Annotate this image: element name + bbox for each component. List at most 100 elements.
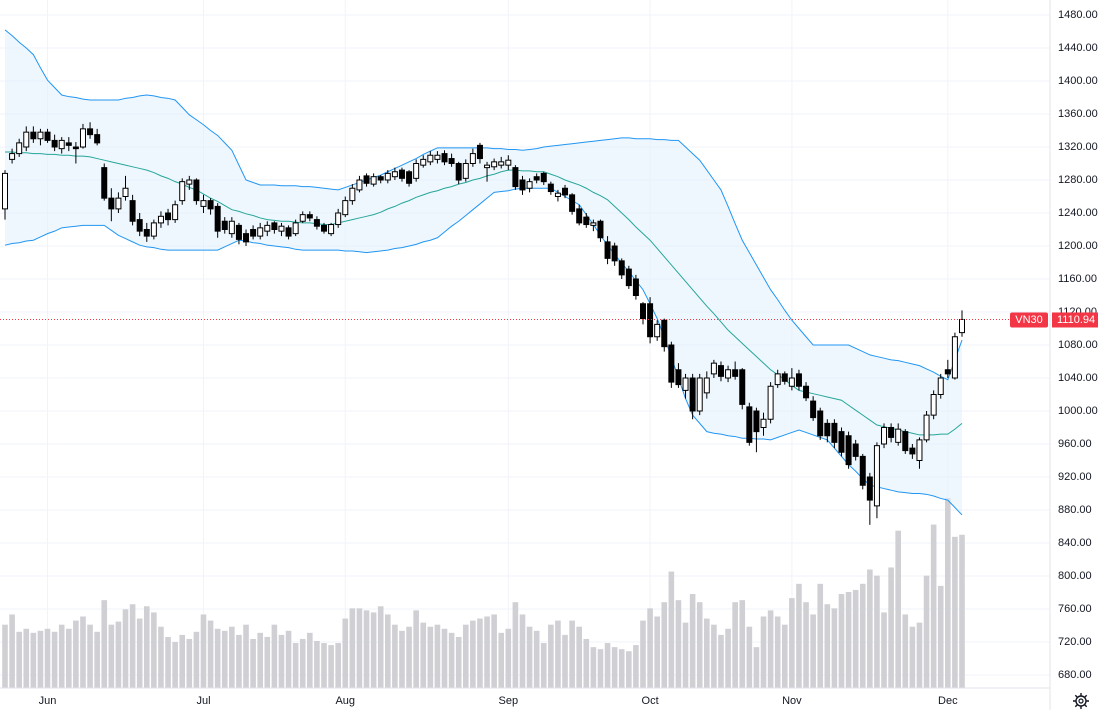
- candle-body: [888, 427, 895, 438]
- candle-body: [611, 245, 618, 262]
- x-tick-label: Jun: [39, 695, 57, 707]
- volume-bar: [682, 622, 689, 688]
- volume-bar: [789, 598, 795, 688]
- candle-body: [328, 224, 335, 235]
- candle-body: [526, 181, 533, 189]
- candle-body: [413, 163, 420, 179]
- candle-body: [285, 227, 292, 237]
- y-tick-label: 800.00: [1058, 570, 1092, 582]
- candle-body: [186, 179, 193, 185]
- candle-body: [781, 373, 788, 382]
- volume-bar: [399, 630, 405, 688]
- candle-body: [448, 158, 455, 165]
- candle-body: [243, 233, 250, 243]
- volume-bar: [661, 602, 668, 688]
- y-tick-label: 1280.00: [1058, 174, 1098, 186]
- band-middle: [5, 151, 963, 436]
- candle-body: [221, 220, 228, 230]
- settings-gear-teeth[interactable]: [1073, 693, 1089, 709]
- y-tick-label: 1320.00: [1058, 141, 1098, 153]
- candle-body: [214, 205, 221, 232]
- series-name-tag: [1010, 312, 1048, 328]
- candle-body: [87, 128, 94, 136]
- volume-bar: [122, 609, 129, 688]
- volume-bar: [817, 583, 824, 688]
- candle-body: [845, 435, 852, 466]
- volume-bar: [363, 610, 370, 688]
- candle-body: [264, 224, 271, 232]
- candle-body: [937, 377, 944, 395]
- volume-bar: [413, 610, 419, 688]
- candle-body: [873, 445, 880, 507]
- volume-bar: [278, 634, 285, 688]
- volume-bar: [2, 624, 8, 688]
- volume-bar: [746, 626, 753, 688]
- candle-body: [760, 418, 767, 428]
- volume-pane: [2, 498, 965, 688]
- volume-bar: [385, 614, 391, 688]
- candle-body: [810, 400, 817, 419]
- candle-body: [193, 179, 200, 202]
- volume-bar: [172, 642, 178, 688]
- volume-bar: [597, 649, 604, 688]
- x-tick-label: Dec: [938, 695, 958, 707]
- candle-body: [115, 197, 122, 210]
- volume-bar: [718, 634, 724, 688]
- volume-bar: [427, 626, 434, 688]
- y-tick-label: 920.00: [1058, 471, 1092, 483]
- candle-body: [902, 431, 909, 452]
- volume-bar: [831, 608, 838, 688]
- candle-body: [505, 159, 512, 166]
- settings-gear-hub[interactable]: [1078, 698, 1084, 704]
- volume-bar: [732, 602, 738, 688]
- candle-body: [143, 229, 150, 237]
- bollinger-bands: [4, 29, 963, 516]
- volume-bar: [781, 624, 788, 688]
- settings-icon[interactable]: [1073, 693, 1089, 709]
- volume-bar: [668, 571, 675, 688]
- candle-body: [725, 369, 732, 379]
- candle-body: [817, 410, 824, 437]
- candle-body: [30, 131, 37, 140]
- x-tick-label: Aug: [335, 695, 355, 707]
- volume-bar: [335, 643, 341, 688]
- volume-bar: [349, 608, 356, 688]
- volume-bar: [881, 612, 887, 688]
- candle-body: [859, 455, 866, 486]
- volume-bar: [484, 616, 490, 688]
- volume-bar: [647, 608, 653, 688]
- volume-bar: [569, 620, 575, 688]
- candle-body: [732, 369, 739, 377]
- volume-bar: [434, 624, 441, 688]
- candle-body: [491, 161, 498, 168]
- volume-bar: [555, 620, 561, 688]
- y-tick-label: 1480.00: [1058, 9, 1098, 21]
- volume-bar: [342, 618, 349, 688]
- volume-bar: [108, 624, 115, 688]
- candle-body: [441, 153, 448, 163]
- volume-bar: [462, 624, 469, 688]
- volume-bar: [959, 534, 965, 688]
- candle-body: [881, 427, 888, 445]
- volume-bar: [420, 622, 427, 688]
- volume-bar: [867, 569, 873, 688]
- volume-bar: [377, 606, 384, 688]
- candle-body: [852, 443, 859, 457]
- volume-bar: [519, 614, 526, 688]
- volume-bar: [264, 636, 271, 688]
- candle-body: [335, 212, 342, 226]
- candle-body: [533, 176, 540, 181]
- volume-bar: [58, 624, 65, 688]
- volume-bar: [115, 621, 122, 688]
- candle-body: [391, 171, 398, 178]
- candle-body: [519, 179, 526, 191]
- volume-bar: [852, 589, 859, 688]
- volume-bar: [895, 530, 901, 688]
- candle-body: [689, 377, 696, 412]
- volume-bar: [136, 618, 143, 688]
- candle-body: [129, 200, 136, 222]
- candle-body: [682, 377, 689, 391]
- candle-body: [370, 176, 377, 185]
- candle-body: [108, 197, 115, 210]
